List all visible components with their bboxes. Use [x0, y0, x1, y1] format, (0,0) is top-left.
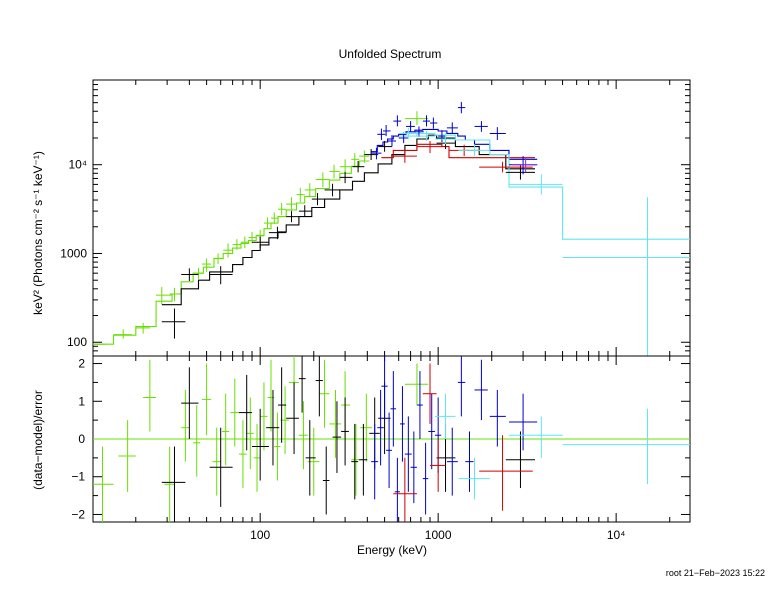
- spectrum-panel: 100 1000 10⁴: [60, 79, 691, 357]
- y-tick-label: 1000: [60, 246, 87, 260]
- y-tick-label: 10⁴: [68, 158, 87, 172]
- chart-title: Unfolded Spectrum: [339, 47, 442, 61]
- y-tick-label: −2: [71, 507, 85, 521]
- model-step-line-cyan: [400, 132, 690, 240]
- x-tick-label: 1000: [425, 528, 452, 542]
- x-axis-label: Energy (keV): [357, 543, 427, 557]
- x-tick-label: 10⁴: [607, 528, 626, 542]
- y-tick-label: −1: [71, 470, 85, 484]
- y-tick-label: 100: [67, 335, 87, 349]
- y-tick-label: 0: [78, 432, 85, 446]
- y-tick-label: 1: [78, 394, 85, 408]
- x-tick-label: 100: [250, 528, 270, 542]
- model-step-line-blue: [371, 128, 538, 160]
- model-step-line-green: [93, 160, 370, 345]
- timestamp-footer: root 21−Feb−2023 15:22: [665, 568, 765, 578]
- model-step-line-black: [161, 134, 535, 306]
- y-tick-label: 2: [78, 357, 85, 371]
- spectrum-panel-frame: [92, 79, 691, 357]
- residual-panel: 100 1000 10⁴ −2 −1 0 1 2: [71, 355, 691, 542]
- model-step-line-red: [381, 143, 535, 159]
- top-panel-y-axis-label: keV² (Photons cm⁻² s⁻¹ keV⁻¹): [31, 151, 45, 315]
- residual-panel-y-axis-label: (data−model)/error: [31, 390, 45, 490]
